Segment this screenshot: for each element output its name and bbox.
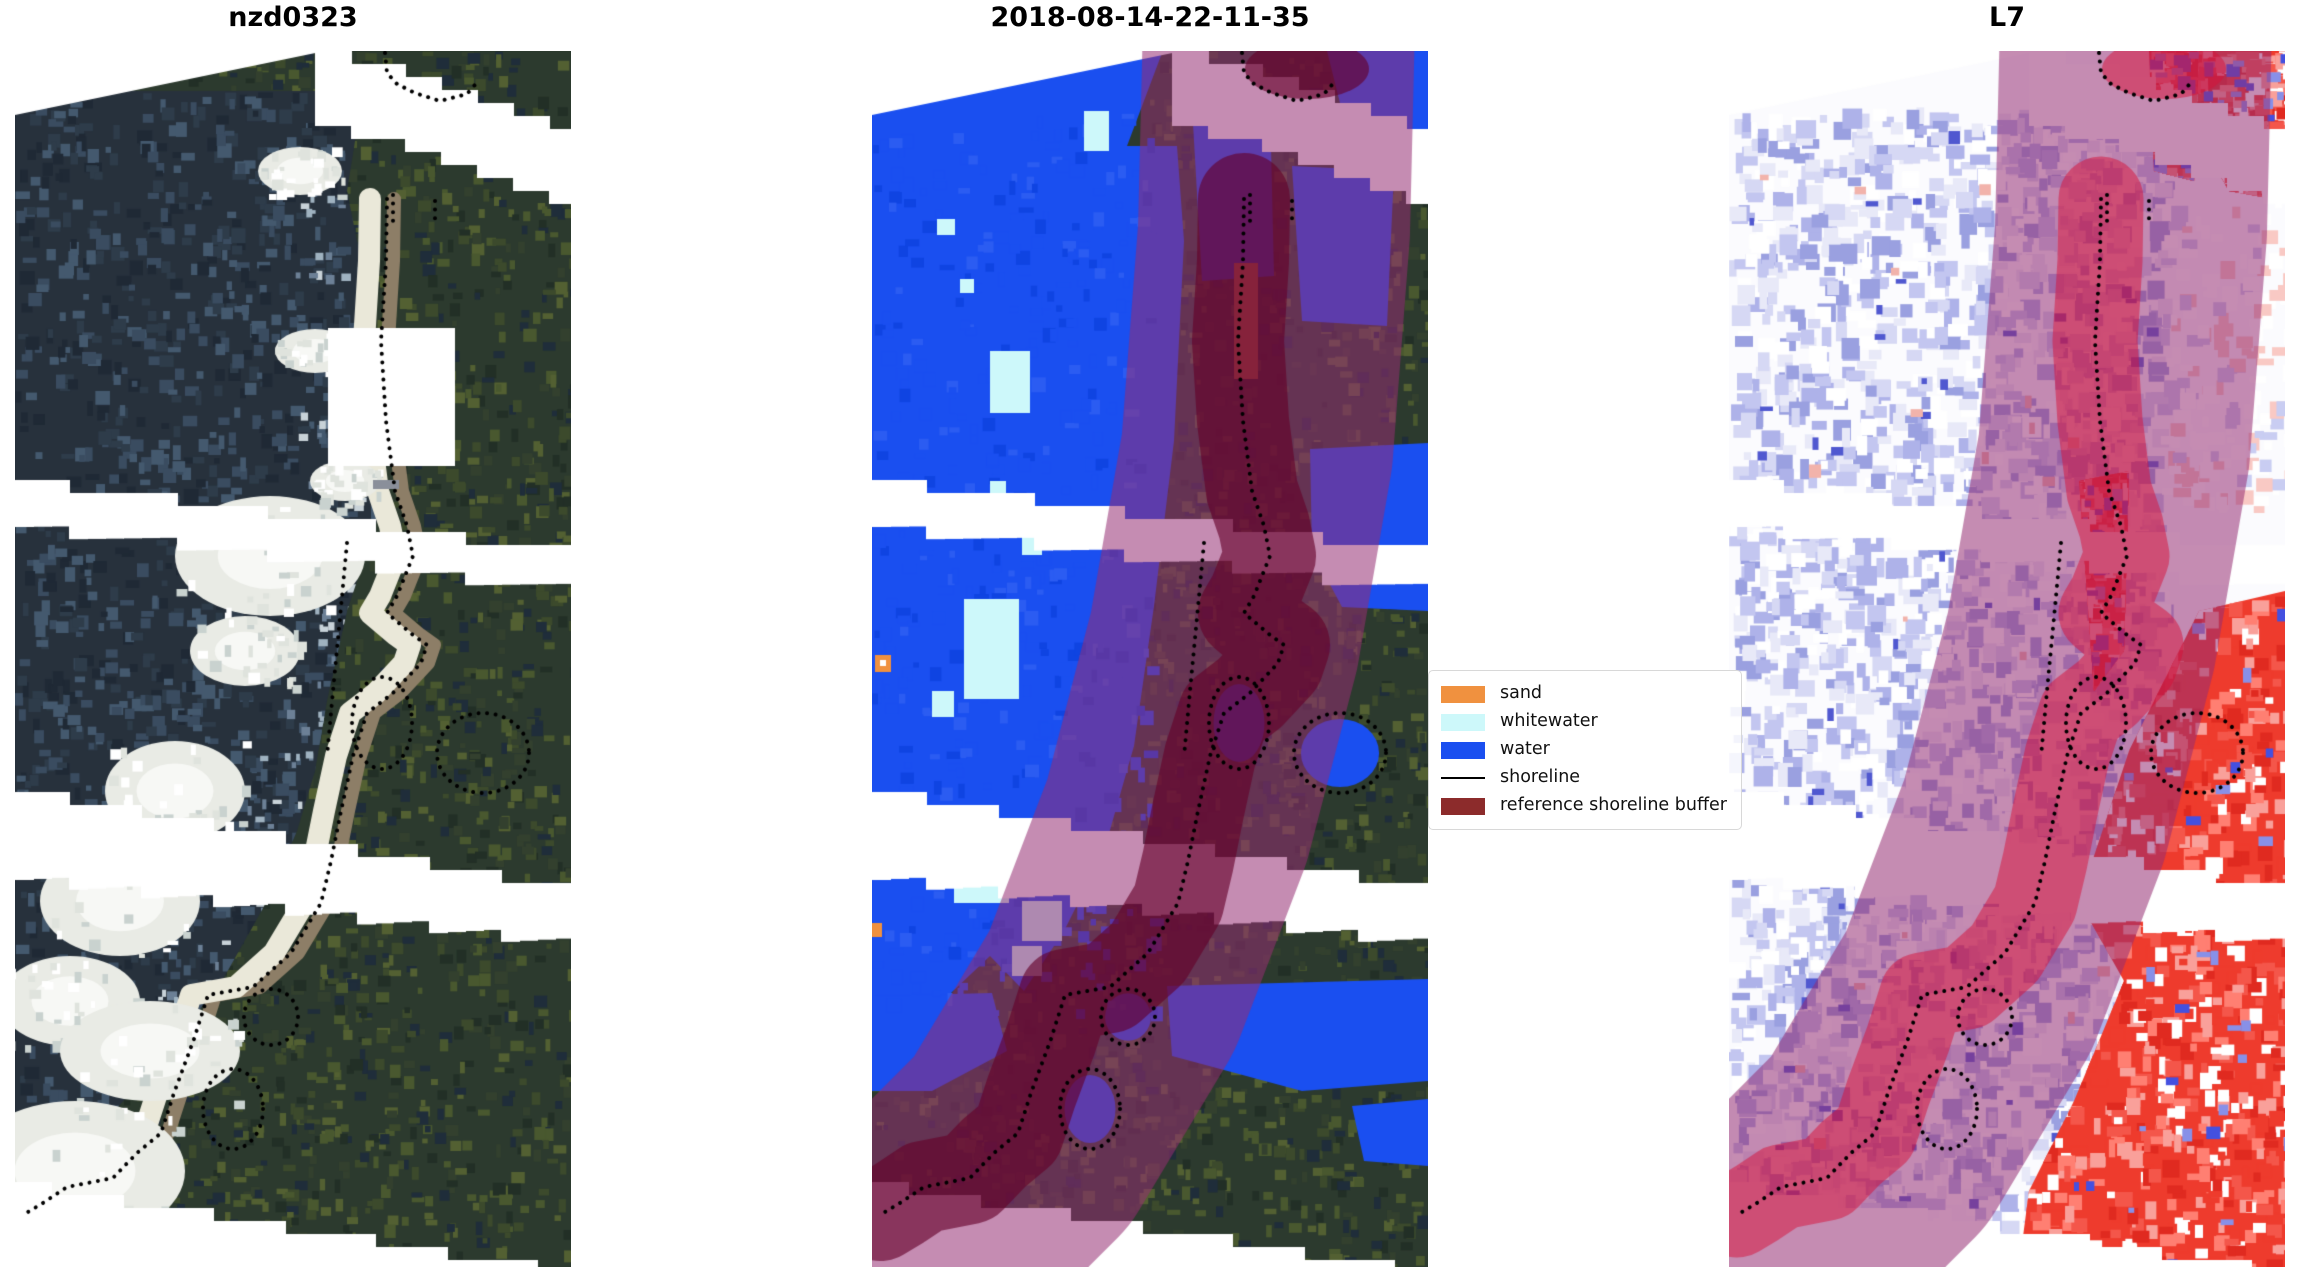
panel-rgb-image	[15, 51, 571, 1267]
panel-index-image	[1729, 51, 2285, 1267]
legend-color-swatch	[1441, 797, 1485, 815]
legend-item-label: whitewater	[1500, 711, 1598, 732]
legend-item-label: water	[1500, 739, 1550, 760]
legend-item-sand: sand	[1441, 680, 1727, 708]
legend-line-sample	[1441, 777, 1485, 779]
legend-item-label: shoreline	[1500, 767, 1581, 788]
legend-color-swatch	[1441, 685, 1485, 703]
legend-item-reference-shoreline-buffer: reference shoreline buffer	[1441, 792, 1727, 820]
legend-item-label: reference shoreline buffer	[1500, 795, 1727, 816]
panel-classified-image	[872, 51, 1428, 1267]
legend-color-swatch	[1441, 713, 1485, 731]
panel-title-rgb: nzd0323	[228, 2, 358, 33]
legend-item-whitewater: whitewater	[1441, 708, 1727, 736]
panel-title-index: L7	[1989, 2, 2025, 33]
legend-color-swatch	[1441, 741, 1485, 759]
legend-item-shoreline: shoreline	[1441, 764, 1727, 792]
legend-item-water: water	[1441, 736, 1727, 764]
legend-items: sand whitewater water shoreline reference sh…	[1441, 680, 1727, 820]
legend: sand whitewater water shoreline reference sh…	[1428, 670, 1742, 830]
panel-title-classified: 2018-08-14-22-11-35	[990, 2, 1310, 33]
legend-item-label: sand	[1500, 683, 1543, 704]
